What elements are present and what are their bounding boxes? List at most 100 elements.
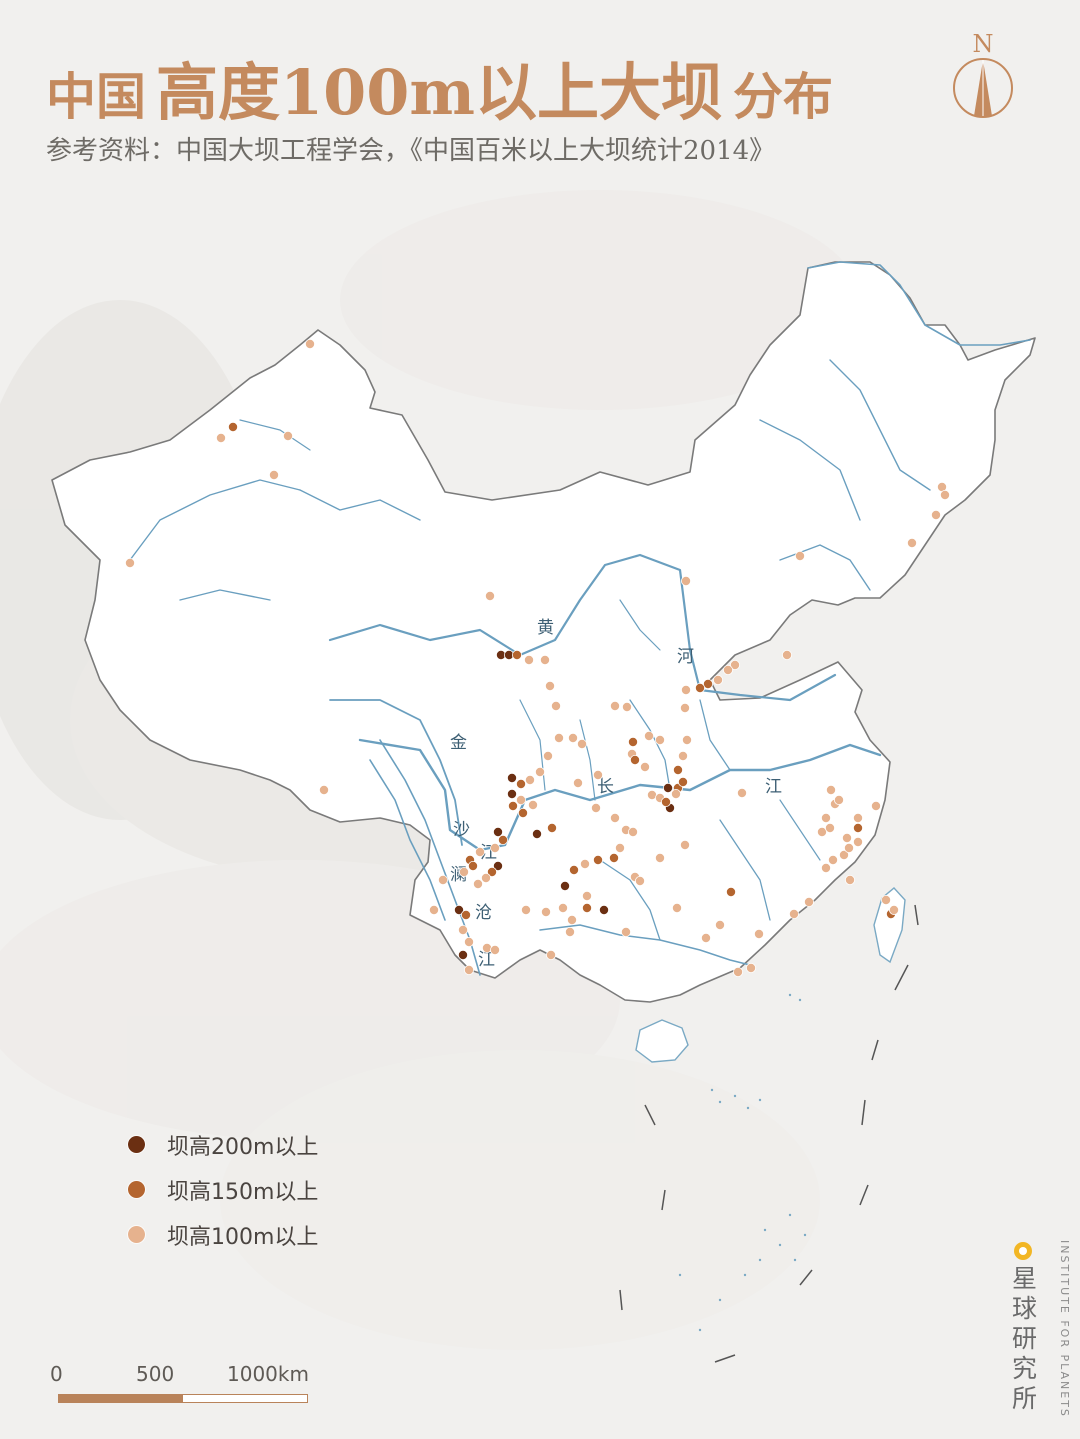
dam-marker [282, 430, 293, 441]
dam-marker [558, 903, 569, 914]
dam-marker [545, 681, 556, 692]
dam-marker [227, 421, 238, 432]
dam-marker [567, 915, 578, 926]
brand-watermark: 星球研究所 INSTITUTE FOR PLANETS [1012, 1238, 1072, 1418]
dam-marker [834, 795, 845, 806]
dam-marker [518, 808, 529, 819]
dam-marker [844, 843, 855, 854]
dam-marker [610, 701, 621, 712]
dam-marker [661, 797, 672, 808]
title-part-distribution: 分布 [733, 67, 834, 126]
dam-marker [782, 650, 793, 661]
dam-marker [524, 655, 535, 666]
yellow-river [328, 553, 837, 702]
river-label-sha: 沙 [453, 820, 470, 840]
dam-marker [582, 903, 593, 914]
dam-marker [268, 469, 279, 480]
dam-marker [931, 509, 942, 520]
dam-marker [630, 755, 641, 766]
dam-marker [726, 887, 737, 898]
heilongjiang [807, 261, 1031, 346]
page-title: 中国 高度100m以上大坝 分布 [46, 42, 833, 132]
dam-marker [733, 967, 744, 978]
dam-marker [842, 833, 853, 844]
dam-marker [754, 929, 765, 940]
north-arrow: N [948, 30, 1018, 122]
south-china-sea-islands [678, 993, 807, 1332]
dam-marker [628, 737, 639, 748]
dam-marker [622, 702, 633, 713]
dam-marker [512, 650, 523, 661]
dam-marker [821, 813, 832, 824]
legend-dot-200m [128, 1136, 145, 1153]
legend-label-100m: 坝高100m以上 [167, 1224, 319, 1250]
dam-marker [817, 827, 828, 838]
legend-item-200m: 坝高200m以上 [128, 1122, 318, 1167]
dam-marker [591, 803, 602, 814]
dam-marker [795, 551, 806, 562]
scale-tick-1000km: 1000km [227, 1362, 309, 1386]
dam-marker [746, 963, 757, 974]
brand-name-cn: 星球研究所 [1012, 1264, 1038, 1413]
dam-marker [489, 945, 500, 956]
dam-marker [615, 843, 626, 854]
dam-markers [125, 338, 951, 978]
yangtze-river [358, 738, 882, 852]
dam-marker [723, 665, 734, 676]
north-label: N [972, 30, 994, 58]
dam-marker [472, 879, 483, 890]
dam-marker [463, 965, 474, 976]
dam-marker [453, 905, 464, 916]
dam-marker [506, 773, 517, 784]
dam-marker [569, 865, 580, 876]
dam-marker [458, 867, 469, 878]
china-mainland-outline [51, 261, 1036, 1003]
dam-marker [480, 873, 491, 884]
dam-marker [457, 950, 468, 961]
dam-marker [540, 655, 551, 666]
dam-marker [789, 909, 800, 920]
scale-bar: 0 500 1000km [50, 1362, 330, 1412]
dam-marker [845, 875, 856, 886]
dam-marker [535, 767, 546, 778]
river-label-chang: 长 [597, 777, 614, 797]
dam-marker [492, 827, 503, 838]
dam-marker [506, 789, 517, 800]
dam-marker [853, 823, 864, 834]
dam-marker [593, 770, 604, 781]
scale-bar-fill [59, 1395, 183, 1402]
dam-marker [554, 733, 565, 744]
jinsha-river [329, 699, 463, 846]
dam-marker [828, 855, 839, 866]
map-legend: 坝高200m以上 坝高150m以上 坝高100m以上 [128, 1122, 318, 1257]
nu-river [369, 759, 446, 921]
dam-marker [821, 863, 832, 874]
dam-marker [644, 731, 655, 742]
river-label-cang: 沧 [475, 903, 492, 923]
dam-marker [516, 779, 527, 790]
dam-marker [547, 823, 558, 834]
dam-marker [907, 538, 918, 549]
dam-marker [593, 855, 604, 866]
legend-label-200m: 坝高200m以上 [167, 1134, 319, 1160]
dam-marker [582, 891, 593, 902]
dam-marker [457, 925, 468, 936]
dam-marker [463, 937, 474, 948]
south-china-sea-dashes [619, 904, 919, 1363]
river-labels: 黄 河 长 江 金 沙 江 澜 沧 江 [450, 618, 782, 970]
river-label-jin: 金 [450, 733, 467, 753]
source-citation: 参考资料：中国大坝工程学会，《中国百米以上大坝统计2014》 [46, 136, 776, 166]
dam-marker [825, 823, 836, 834]
dam-marker [628, 827, 639, 838]
dam-marker [215, 432, 226, 443]
legend-item-150m: 坝高150m以上 [128, 1167, 318, 1212]
dam-marker [655, 853, 666, 864]
brand-logo-icon [1014, 1242, 1032, 1260]
dam-marker [680, 703, 691, 714]
dam-marker [428, 905, 439, 916]
river-label-huang: 黄 [537, 618, 554, 638]
dam-marker [713, 675, 724, 686]
dam-marker [730, 660, 741, 671]
dam-marker [655, 735, 666, 746]
